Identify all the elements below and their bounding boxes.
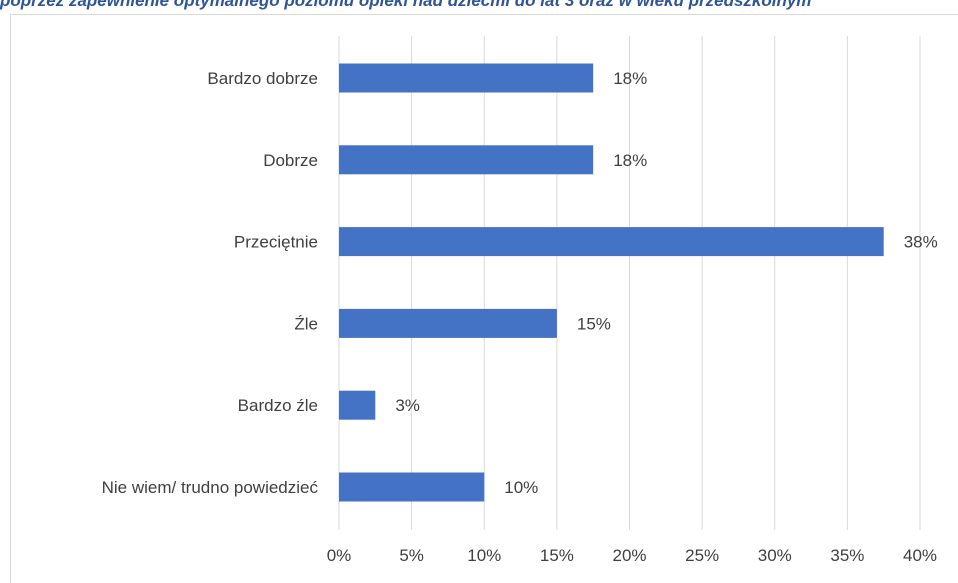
x-tick-label: 20% xyxy=(612,546,646,565)
chart-frame xyxy=(10,14,958,583)
x-tick-label: 5% xyxy=(399,546,424,565)
category-label: Przeciętnie xyxy=(234,233,318,252)
x-tick-label: 40% xyxy=(903,546,937,565)
data-label: 18% xyxy=(613,69,647,88)
category-label: Bardzo źle xyxy=(238,396,318,415)
data-label: 15% xyxy=(577,314,611,333)
category-label: Nie wiem/ trudno powiedzieć xyxy=(102,478,319,497)
bar xyxy=(339,145,594,175)
x-tick-label: 15% xyxy=(540,546,574,565)
category-label: Dobrze xyxy=(263,151,318,170)
bar xyxy=(339,308,557,338)
data-label: 38% xyxy=(904,233,938,252)
data-label: 18% xyxy=(613,151,647,170)
x-tick-label: 0% xyxy=(327,546,352,565)
bar xyxy=(339,472,485,502)
category-label: Źle xyxy=(294,314,318,333)
data-label: 10% xyxy=(504,478,538,497)
bar xyxy=(339,63,594,93)
bar xyxy=(339,390,376,420)
category-label: Bardzo dobrze xyxy=(207,69,318,88)
chart-caption: poprzez zapewnienie optymalnego poziomu … xyxy=(0,0,812,10)
data-label: 3% xyxy=(395,396,420,415)
x-tick-label: 30% xyxy=(758,546,792,565)
bar xyxy=(339,227,884,257)
x-tick-label: 10% xyxy=(467,546,501,565)
x-tick-label: 35% xyxy=(830,546,864,565)
x-tick-label: 25% xyxy=(685,546,719,565)
